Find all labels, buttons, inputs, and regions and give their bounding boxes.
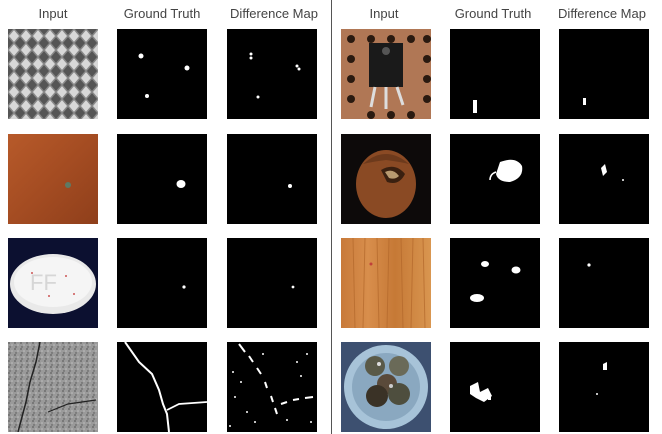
- diff-transistor: [559, 29, 649, 119]
- input-hazelnut: [341, 134, 431, 224]
- header-ground-truth-right: Ground Truth: [454, 6, 532, 21]
- gt-wood: [450, 238, 540, 328]
- input-screw-bag: [341, 342, 431, 432]
- header-ground-truth-left: Ground Truth: [123, 6, 201, 21]
- gt-hazelnut: [450, 134, 540, 224]
- diff-screw-bag: [559, 342, 649, 432]
- header-difference-map-left: Difference Map: [230, 6, 318, 21]
- diff-metal-grid: [227, 29, 317, 119]
- input-leather: [8, 134, 98, 224]
- input-pill: FF: [8, 238, 98, 328]
- header-difference-map-right: Difference Map: [558, 6, 646, 21]
- gt-metal-grid: [117, 29, 207, 119]
- svg-text:FF: FF: [30, 270, 57, 295]
- gt-tile-crack: [117, 342, 207, 432]
- column-divider: [331, 0, 332, 434]
- diff-pill: [227, 238, 317, 328]
- gt-leather: [117, 134, 207, 224]
- gt-transistor: [450, 29, 540, 119]
- gt-screw-bag: [450, 342, 540, 432]
- gt-pill: [117, 238, 207, 328]
- input-metal-grid: [8, 29, 98, 119]
- input-tile-crack: [8, 342, 98, 432]
- header-input-left: Input: [38, 6, 68, 21]
- diff-wood: [559, 238, 649, 328]
- input-transistor: [341, 29, 431, 119]
- diff-leather: [227, 134, 317, 224]
- header-input-right: Input: [369, 6, 399, 21]
- diff-hazelnut: [559, 134, 649, 224]
- input-wood: [341, 238, 431, 328]
- diff-tile-crack: [227, 342, 317, 432]
